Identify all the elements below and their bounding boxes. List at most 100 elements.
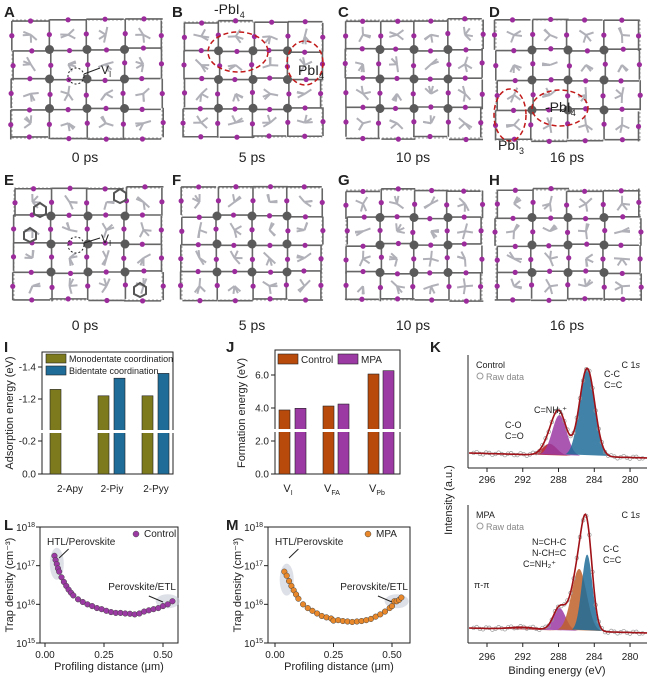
- bond: [389, 31, 398, 36]
- iodine-atom: [267, 184, 274, 190]
- iodine-atom: [620, 214, 626, 220]
- lead-atom: [120, 74, 129, 84]
- x-tick-label: 284: [586, 475, 603, 486]
- pyridine-ring: [113, 187, 127, 205]
- structure-annotations: VI -PbI4 PbI4 -PbI4 PbI3 VI: [67, 1, 589, 254]
- iodine-atom: [428, 242, 434, 248]
- y-tick-label: -0.2: [19, 437, 37, 448]
- bond: [390, 57, 398, 65]
- bond: [200, 87, 208, 95]
- bar-V_I-control: [278, 409, 291, 475]
- lead-atom: [375, 104, 385, 113]
- iodine-atom: [197, 106, 203, 112]
- bond: [430, 33, 440, 38]
- bond: [67, 93, 74, 101]
- lead-atom: [282, 239, 292, 249]
- bond: [458, 197, 466, 205]
- iodine-atom: [283, 282, 289, 288]
- pbi4-highlight-d: [531, 89, 589, 127]
- bond: [505, 230, 515, 234]
- iodine-atom: [360, 188, 366, 195]
- iodine-atom: [302, 214, 309, 220]
- bond: [513, 223, 519, 232]
- bond: [580, 64, 587, 72]
- iodine-atom: [444, 228, 450, 234]
- lead-atom: [283, 75, 292, 84]
- bond: [28, 285, 34, 294]
- iodine-atom: [302, 19, 308, 25]
- bond: [354, 61, 364, 66]
- bond: [424, 33, 432, 41]
- iodine-atom: [213, 226, 219, 232]
- organic-cation: [389, 29, 405, 41]
- x-tick-main: V: [369, 483, 377, 495]
- organic-cation: [227, 64, 243, 71]
- iodine-atom: [461, 214, 467, 220]
- lead-atom: [247, 267, 257, 277]
- iodine-atom: [83, 92, 89, 98]
- iodine-atom: [121, 226, 127, 232]
- data-point: [74, 596, 82, 603]
- iodine-atom: [139, 106, 145, 112]
- bond: [138, 229, 145, 238]
- annotation-perovskite-etl: Perovskite/ETL: [340, 582, 408, 593]
- bond: [31, 195, 39, 203]
- iodine-atom: [494, 92, 500, 99]
- lead-atom: [248, 103, 258, 113]
- iodine-atom: [103, 212, 109, 218]
- bond: [359, 203, 364, 212]
- organic-cation: [543, 28, 558, 42]
- y-tick-label: 1017: [244, 561, 263, 573]
- iodine-atom: [394, 75, 400, 82]
- iodine-atom: [412, 201, 418, 207]
- bond: [585, 34, 592, 42]
- bond: [464, 56, 469, 65]
- bond: [578, 124, 587, 129]
- bond: [621, 202, 631, 206]
- lead-atom: [409, 240, 419, 250]
- bond: [195, 93, 203, 101]
- organic-cation: [61, 222, 78, 233]
- iodine-atom: [395, 240, 401, 247]
- iodine-atom: [318, 282, 324, 288]
- iodine-atom: [27, 76, 33, 82]
- legend-swatch: [277, 353, 299, 365]
- bond: [143, 253, 152, 259]
- bond: [392, 93, 398, 102]
- bond: [396, 230, 406, 234]
- bond: [303, 222, 308, 231]
- iodine-atom: [343, 282, 349, 288]
- iodine-atom: [140, 45, 147, 51]
- organic-cation: [457, 251, 467, 267]
- peak-label: C-C: [604, 369, 620, 379]
- bond: [197, 229, 201, 239]
- organic-cation: [577, 86, 587, 104]
- bond: [355, 199, 364, 205]
- bond: [513, 280, 521, 288]
- bond: [578, 29, 587, 36]
- bond: [614, 281, 623, 288]
- iodine-atom: [9, 33, 15, 39]
- organic-cation: [262, 57, 279, 69]
- organic-cation: [578, 116, 593, 133]
- iodine-atom: [139, 212, 146, 218]
- legend-label: Raw data: [486, 372, 524, 382]
- iodine-atom: [444, 202, 450, 208]
- iodine-atom: [565, 282, 571, 288]
- bond: [67, 33, 76, 40]
- organic-cation: [509, 64, 522, 74]
- bond: [31, 249, 35, 259]
- bond: [25, 116, 32, 124]
- bond: [23, 122, 32, 129]
- iodine-atom: [494, 201, 500, 207]
- iodine-atom: [493, 63, 499, 69]
- iodine-atom: [302, 49, 308, 55]
- iodine-atom: [302, 133, 308, 139]
- bond: [430, 196, 436, 205]
- bond: [430, 285, 436, 294]
- time-label-d: 16 ps: [550, 149, 584, 165]
- x-tick-label: 2-Apy: [57, 484, 83, 495]
- bond: [30, 92, 39, 95]
- iodine-atom: [565, 93, 571, 99]
